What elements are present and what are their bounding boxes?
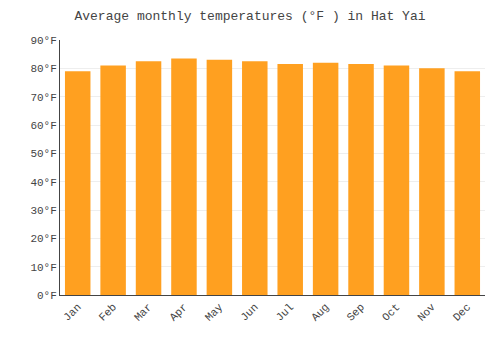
- svg-text:50°F: 50°F: [30, 148, 56, 160]
- svg-text:Mar: Mar: [132, 301, 154, 323]
- svg-text:Sep: Sep: [345, 301, 367, 323]
- svg-text:10°F: 10°F: [30, 262, 56, 274]
- svg-text:30°F: 30°F: [30, 205, 56, 217]
- svg-text:May: May: [203, 301, 226, 324]
- svg-text:20°F: 20°F: [30, 233, 56, 245]
- svg-text:Average monthly temperatures (: Average monthly temperatures (°F ) in Ha…: [74, 9, 425, 24]
- svg-text:Jun: Jun: [238, 301, 260, 323]
- svg-text:Dec: Dec: [451, 301, 473, 323]
- svg-text:Aug: Aug: [309, 301, 331, 323]
- svg-text:80°F: 80°F: [30, 63, 56, 75]
- svg-text:70°F: 70°F: [30, 92, 56, 104]
- svg-text:60°F: 60°F: [30, 120, 56, 132]
- svg-text:Feb: Feb: [97, 301, 119, 323]
- svg-text:Oct: Oct: [380, 301, 402, 323]
- svg-text:90°F: 90°F: [30, 35, 56, 47]
- svg-text:Jul: Jul: [274, 301, 296, 323]
- svg-text:40°F: 40°F: [30, 177, 56, 189]
- svg-text:Apr: Apr: [167, 301, 189, 323]
- svg-text:Nov: Nov: [415, 301, 438, 324]
- svg-text:0°F: 0°F: [37, 290, 57, 302]
- svg-text:Jan: Jan: [61, 301, 83, 323]
